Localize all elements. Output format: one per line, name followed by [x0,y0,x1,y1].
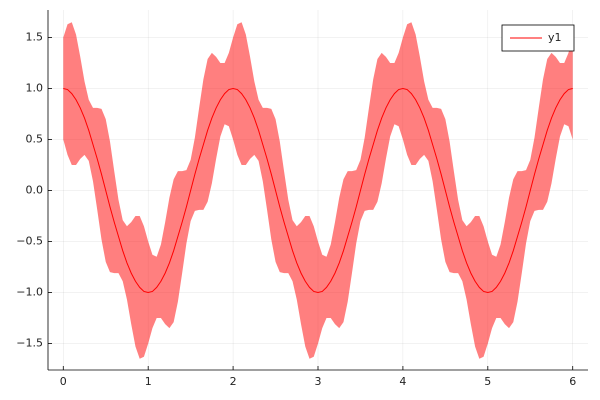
y-tick-label: 0.0 [26,184,44,197]
y-tick-label: 1.5 [26,31,44,44]
x-tick-label: 1 [145,375,152,388]
y-tick-label: 1.0 [26,82,44,95]
x-tick-label: 0 [60,375,67,388]
y-tick-label: −1.5 [16,336,43,349]
y-tick-label: 0.5 [26,133,44,146]
x-tick-label: 5 [484,375,491,388]
legend-label: y1 [548,31,562,44]
x-tick-label: 6 [569,375,576,388]
line [63,88,573,294]
ribbon [63,22,573,359]
x-tick-label: 4 [399,375,406,388]
x-tick-label: 2 [230,375,237,388]
x-tick-label: 3 [315,375,322,388]
y-tick-label: −1.0 [16,285,43,298]
y-tick-label: −0.5 [16,235,43,248]
